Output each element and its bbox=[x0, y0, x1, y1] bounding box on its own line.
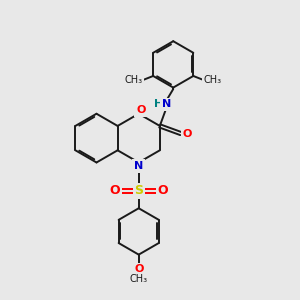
Text: H: H bbox=[154, 99, 164, 109]
Text: N: N bbox=[134, 161, 143, 171]
Text: O: O bbox=[110, 184, 120, 197]
Text: N: N bbox=[162, 99, 171, 109]
Text: O: O bbox=[134, 265, 143, 275]
Text: CH₃: CH₃ bbox=[124, 75, 142, 85]
Text: O: O bbox=[183, 128, 192, 139]
Text: O: O bbox=[157, 184, 168, 197]
Text: O: O bbox=[136, 105, 146, 115]
Text: CH₃: CH₃ bbox=[204, 75, 222, 85]
Text: CH₃: CH₃ bbox=[130, 274, 148, 284]
Text: S: S bbox=[134, 184, 143, 197]
